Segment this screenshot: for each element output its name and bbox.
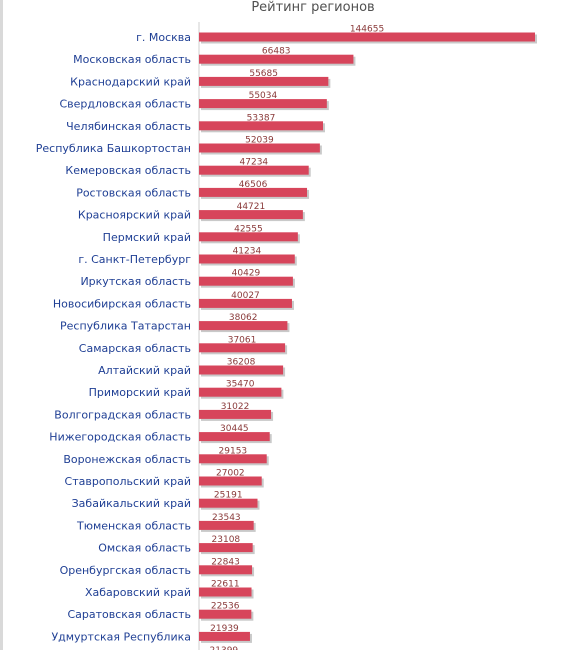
category-label: Кемеровская область <box>65 164 191 177</box>
value-label: 52039 <box>245 136 274 146</box>
category-label: Московская область <box>73 53 191 66</box>
bar <box>199 321 288 331</box>
bar <box>199 631 250 641</box>
category-label: Удмуртская Республика <box>51 630 191 643</box>
value-label: 30445 <box>220 424 249 434</box>
bar <box>199 520 254 530</box>
chart-title: Рейтинг регионов <box>251 0 374 15</box>
value-label: 42555 <box>234 224 263 234</box>
value-label: 21399 <box>210 646 239 650</box>
value-label: 31022 <box>221 402 250 412</box>
value-label: 53387 <box>247 113 276 123</box>
bar <box>199 432 270 442</box>
bar <box>199 587 252 597</box>
category-label: Омская область <box>98 542 191 555</box>
value-label: 22611 <box>211 580 240 590</box>
bar <box>199 276 293 286</box>
category-label: Самарская область <box>79 342 191 355</box>
value-label: 40027 <box>231 291 260 301</box>
bar <box>199 498 258 508</box>
bar <box>199 32 535 42</box>
value-label: 23543 <box>212 513 241 523</box>
category-label: Забайкальский край <box>72 497 191 510</box>
value-label: 46506 <box>239 180 268 190</box>
category-label: Приморский край <box>89 386 191 399</box>
bar <box>199 454 267 464</box>
bar <box>199 543 253 553</box>
value-label: 144655 <box>350 25 384 35</box>
bar <box>199 143 320 153</box>
bar <box>199 121 324 131</box>
category-label: Саратовская область <box>67 608 191 621</box>
bar <box>199 343 286 353</box>
value-label: 29153 <box>219 446 248 456</box>
value-label: 22536 <box>211 602 240 612</box>
category-label: Хабаровский край <box>85 586 191 599</box>
bar <box>199 54 354 64</box>
bar <box>199 609 252 619</box>
value-label: 38062 <box>229 313 258 323</box>
value-label: 47234 <box>240 158 269 168</box>
bar <box>199 387 282 397</box>
value-label: 27002 <box>216 469 245 479</box>
value-label: 37061 <box>228 335 257 345</box>
value-label: 36208 <box>227 358 256 368</box>
bar <box>199 76 329 86</box>
window-left-edge <box>0 0 3 650</box>
value-label: 22843 <box>211 557 240 567</box>
bars-layer: г. Москва 144655 Московская область 66483 Кр… <box>36 25 537 650</box>
bar <box>199 298 292 308</box>
value-label: 44721 <box>237 202 266 212</box>
bar <box>199 365 284 375</box>
category-label: Пермский край <box>103 231 191 244</box>
value-label: 41234 <box>233 247 262 257</box>
category-label: Ставропольский край <box>65 475 191 488</box>
category-label: Алтайский край <box>98 364 191 377</box>
value-label: 23108 <box>212 535 241 545</box>
category-label: Республика Башкортостан <box>36 142 191 155</box>
category-label: Тюменская область <box>76 519 191 532</box>
category-label: Воронежская область <box>63 453 191 466</box>
value-label: 66483 <box>262 47 291 57</box>
category-label: г. Санкт-Петербург <box>78 253 191 266</box>
category-label: Оренбургская область <box>60 564 191 577</box>
value-label: 55034 <box>249 91 278 101</box>
value-label: 21939 <box>210 624 239 634</box>
bar <box>199 99 327 109</box>
bar <box>199 210 303 220</box>
value-label: 55685 <box>249 69 278 79</box>
category-label: Нижегородская область <box>49 431 191 444</box>
category-label: Ростовская область <box>76 186 191 199</box>
bar <box>199 187 308 197</box>
value-label: 25191 <box>214 491 243 501</box>
category-label: Красноярский край <box>78 209 191 222</box>
bar <box>199 165 309 175</box>
value-label: 40429 <box>232 269 261 279</box>
category-label: Волгоградская область <box>54 408 191 421</box>
category-label: Челябинская область <box>66 120 191 133</box>
bar <box>199 409 272 419</box>
category-label: Новосибирская область <box>53 297 191 310</box>
category-label: г. Москва <box>136 31 191 44</box>
category-label: Свердловская область <box>59 98 191 111</box>
value-label: 35470 <box>226 380 255 390</box>
category-label: Иркутская область <box>80 275 191 288</box>
bar <box>199 254 295 264</box>
bar <box>199 565 253 575</box>
bar <box>199 232 298 242</box>
category-label: Краснодарский край <box>70 75 191 88</box>
bar <box>199 476 262 486</box>
category-label: Республика Татарстан <box>60 320 191 333</box>
